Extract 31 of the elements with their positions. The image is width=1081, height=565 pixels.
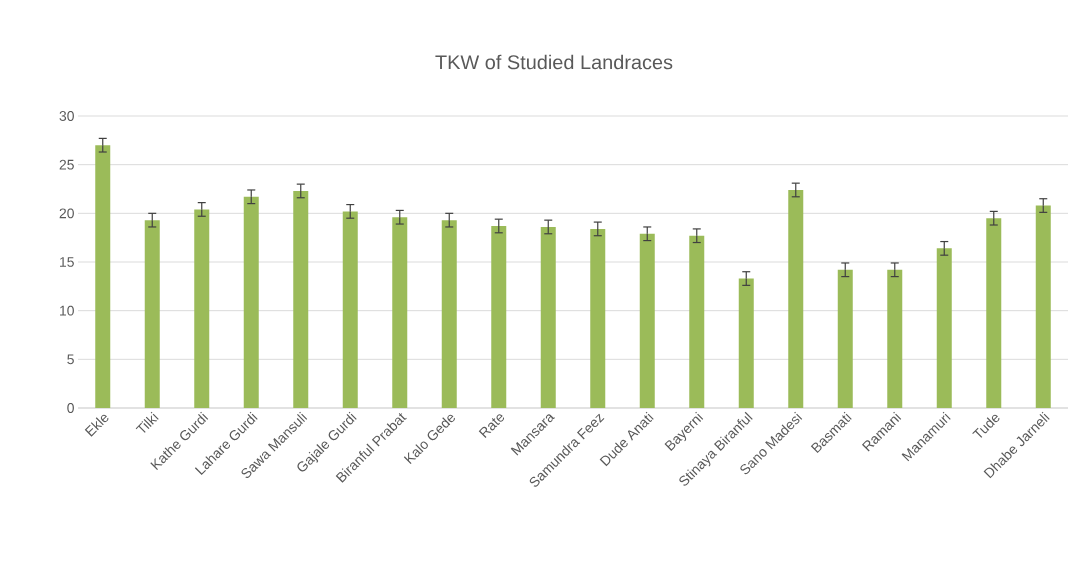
bar	[936, 248, 952, 408]
bar	[243, 196, 259, 408]
bar	[788, 189, 804, 408]
bar	[392, 217, 408, 408]
bar	[342, 211, 358, 408]
x-tick-label: Tude	[972, 414, 1000, 438]
y-tick-label: 20	[59, 208, 74, 219]
bar	[441, 220, 457, 408]
bar	[986, 218, 1002, 408]
bar	[95, 145, 111, 408]
bar	[590, 228, 606, 408]
bar	[837, 269, 853, 408]
y-tick-label: 25	[59, 159, 74, 170]
bar	[491, 225, 507, 408]
bar	[738, 278, 754, 408]
bar	[689, 235, 705, 408]
bar	[540, 226, 556, 408]
bar	[144, 220, 160, 408]
y-tick-label: 10	[60, 305, 74, 316]
y-tick-label: 0	[67, 403, 74, 413]
y-tick-label: 15	[60, 257, 74, 267]
y-tick-label: 30	[59, 111, 74, 121]
bar	[1035, 205, 1051, 408]
x-tick-label: Tilki	[135, 411, 159, 433]
x-tick-label: Ekle	[84, 414, 109, 437]
bar	[194, 209, 210, 408]
bar	[639, 233, 655, 408]
y-tick-label: 5	[67, 354, 74, 365]
chart-title: TKW of Studied Landraces	[435, 54, 673, 70]
bar	[293, 190, 309, 408]
bar	[887, 269, 903, 408]
